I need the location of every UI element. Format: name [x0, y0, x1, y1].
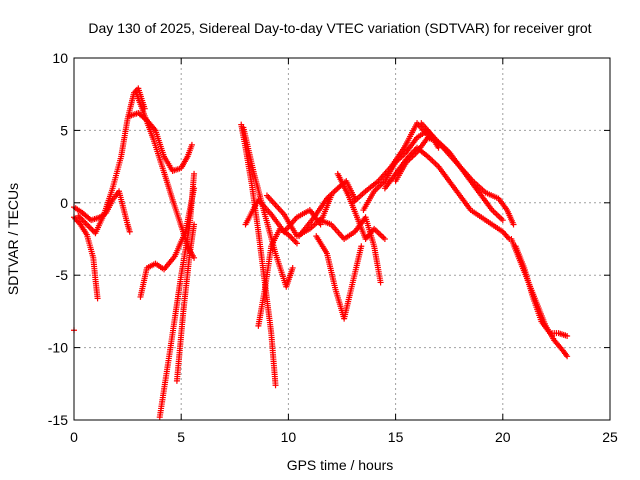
data-point	[291, 237, 298, 244]
data-point	[86, 224, 93, 231]
data-point	[188, 141, 195, 148]
data-point	[499, 217, 506, 224]
data-point	[381, 236, 388, 242]
x-tick-label: 10	[281, 429, 297, 445]
data-point	[510, 221, 517, 228]
y-tick-label: 10	[52, 50, 68, 66]
series-arc-15	[313, 233, 365, 322]
data-point	[377, 279, 384, 286]
data-point	[564, 353, 571, 360]
data-point	[289, 264, 296, 271]
x-tick-label: 0	[70, 429, 78, 445]
series-arc-22	[418, 120, 517, 228]
x-axis-label: GPS time / hours	[287, 457, 394, 473]
series-arc-12	[255, 225, 300, 329]
data-point	[94, 295, 101, 302]
data-point	[82, 220, 89, 227]
y-tick-label: 0	[60, 195, 68, 211]
data-point	[564, 333, 571, 340]
series-arc-1	[71, 214, 101, 302]
y-tick-label: -15	[48, 412, 68, 428]
series-arc-5	[133, 89, 198, 261]
data-point	[293, 240, 300, 247]
data-point	[85, 222, 92, 229]
data-point	[358, 243, 365, 250]
data-point	[288, 234, 295, 241]
axis-ticks: 0 5 10 15 20 25 -15 -10 -5 0 5 10	[48, 50, 618, 445]
chart-title: Day 130 of 2025, Sidereal Day-to-day VTE…	[88, 20, 591, 36]
data-point	[126, 228, 133, 235]
data-point	[191, 221, 198, 228]
x-tick-label: 5	[177, 429, 185, 445]
y-axis-label: SDTVAR / TECUs	[5, 183, 21, 295]
data-point	[88, 225, 95, 232]
plot-frame	[73, 57, 611, 421]
series-arc-8	[173, 221, 198, 384]
data-point	[89, 227, 96, 234]
y-tick-label: 5	[60, 122, 68, 138]
data-point	[272, 382, 279, 389]
data-point	[191, 170, 198, 177]
data-point	[289, 236, 296, 242]
x-tick-label: 25	[602, 429, 618, 445]
data-point	[83, 221, 90, 228]
series-arc-24	[512, 243, 571, 340]
data-point	[292, 238, 299, 245]
data-marks	[71, 85, 571, 421]
series-arc-17	[317, 214, 384, 286]
x-tick-label: 15	[388, 429, 404, 445]
y-tick-label: -10	[48, 340, 68, 356]
x-tick-label: 20	[495, 429, 511, 445]
y-tick-label: -5	[56, 267, 69, 283]
